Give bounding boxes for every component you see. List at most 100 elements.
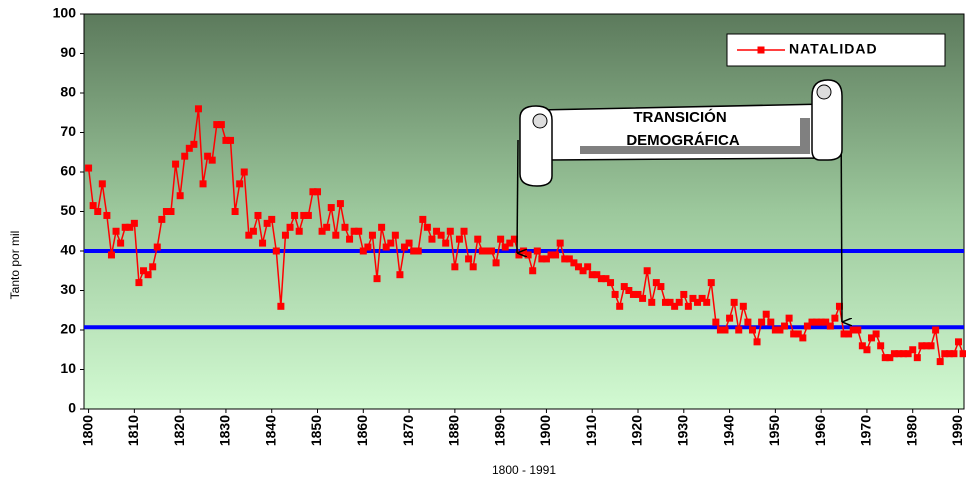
data-point: [639, 294, 647, 302]
y-tick-label: 30: [60, 281, 76, 297]
data-point: [835, 302, 843, 310]
data-point: [185, 144, 193, 152]
data-point: [208, 156, 216, 164]
data-point: [112, 227, 120, 235]
data-point: [94, 208, 102, 215]
data-point: [469, 263, 477, 271]
data-point: [689, 294, 697, 302]
data-point: [629, 290, 637, 298]
data-point: [648, 298, 656, 306]
data-point: [588, 271, 596, 279]
data-point: [190, 140, 198, 148]
data-point: [222, 136, 230, 144]
data-point: [176, 192, 184, 200]
data-point: [474, 235, 482, 243]
data-point: [758, 318, 766, 326]
data-point: [309, 188, 317, 196]
data-point: [616, 302, 624, 310]
data-point: [281, 231, 289, 239]
data-point: [451, 263, 459, 271]
data-point: [336, 200, 344, 208]
data-point: [684, 302, 692, 310]
data-point: [620, 283, 628, 291]
data-point: [913, 354, 921, 362]
data-point: [387, 239, 395, 247]
data-point: [341, 223, 349, 231]
data-point: [694, 298, 702, 306]
x-tick-label: 1940: [720, 415, 736, 446]
data-point: [465, 255, 473, 263]
data-point: [542, 255, 550, 263]
data-point: [130, 219, 138, 227]
data-point: [510, 235, 518, 243]
data-point: [199, 180, 207, 188]
x-tick-label: 1800: [79, 415, 95, 446]
x-tick-label: 1880: [446, 415, 462, 446]
data-point: [300, 211, 308, 219]
data-point: [950, 350, 958, 358]
data-point: [107, 251, 115, 259]
legend-marker: [757, 46, 765, 54]
data-point: [661, 298, 669, 306]
x-tick-label: 1950: [766, 415, 782, 446]
data-point: [89, 202, 97, 210]
data-point: [790, 330, 798, 338]
data-point: [524, 251, 532, 259]
data-point: [932, 326, 940, 334]
y-tick-label: 0: [68, 400, 76, 416]
data-point: [382, 243, 390, 251]
data-point: [675, 298, 683, 306]
data-point: [748, 326, 756, 334]
data-point: [419, 215, 427, 223]
data-point: [712, 318, 720, 326]
data-point: [918, 342, 926, 350]
data-point: [716, 326, 724, 334]
data-point: [497, 235, 505, 243]
data-point: [277, 302, 285, 310]
data-point: [144, 271, 152, 279]
data-point: [799, 334, 807, 342]
data-point: [121, 223, 129, 231]
data-point: [872, 330, 880, 338]
x-tick-label: 1830: [217, 415, 233, 446]
data-point: [506, 239, 514, 247]
data-point: [400, 243, 408, 251]
x-tick-label: 1980: [903, 415, 919, 446]
data-point: [680, 290, 688, 298]
data-point: [570, 259, 578, 267]
data-point: [959, 350, 966, 358]
data-point: [295, 227, 303, 235]
data-point: [671, 302, 679, 310]
data-point: [231, 208, 239, 215]
data-point: [140, 267, 148, 275]
data-point: [483, 247, 491, 255]
data-point: [652, 279, 660, 287]
data-point: [529, 267, 537, 275]
y-tick-label: 100: [53, 5, 77, 21]
data-point: [900, 350, 908, 358]
annotation-line: DEMOGRÁFICA: [626, 132, 739, 149]
data-point: [822, 318, 830, 326]
data-point: [332, 231, 340, 239]
legend-label: NATALIDAD: [789, 41, 878, 57]
data-point: [565, 255, 573, 263]
y-tick-label: 20: [60, 321, 76, 337]
y-tick-label: 70: [60, 123, 76, 139]
data-point: [217, 121, 225, 129]
data-point: [172, 160, 180, 168]
data-point: [538, 255, 546, 263]
data-point: [460, 227, 468, 235]
data-point: [890, 350, 898, 358]
data-point: [643, 267, 651, 275]
data-point: [378, 223, 386, 231]
data-point: [625, 287, 633, 294]
data-point: [904, 350, 912, 358]
data-point: [941, 350, 949, 358]
data-point: [703, 298, 711, 306]
data-point: [167, 208, 175, 215]
data-point: [556, 239, 564, 247]
data-point: [314, 188, 322, 196]
data-point: [721, 326, 729, 334]
data-point: [657, 283, 665, 291]
